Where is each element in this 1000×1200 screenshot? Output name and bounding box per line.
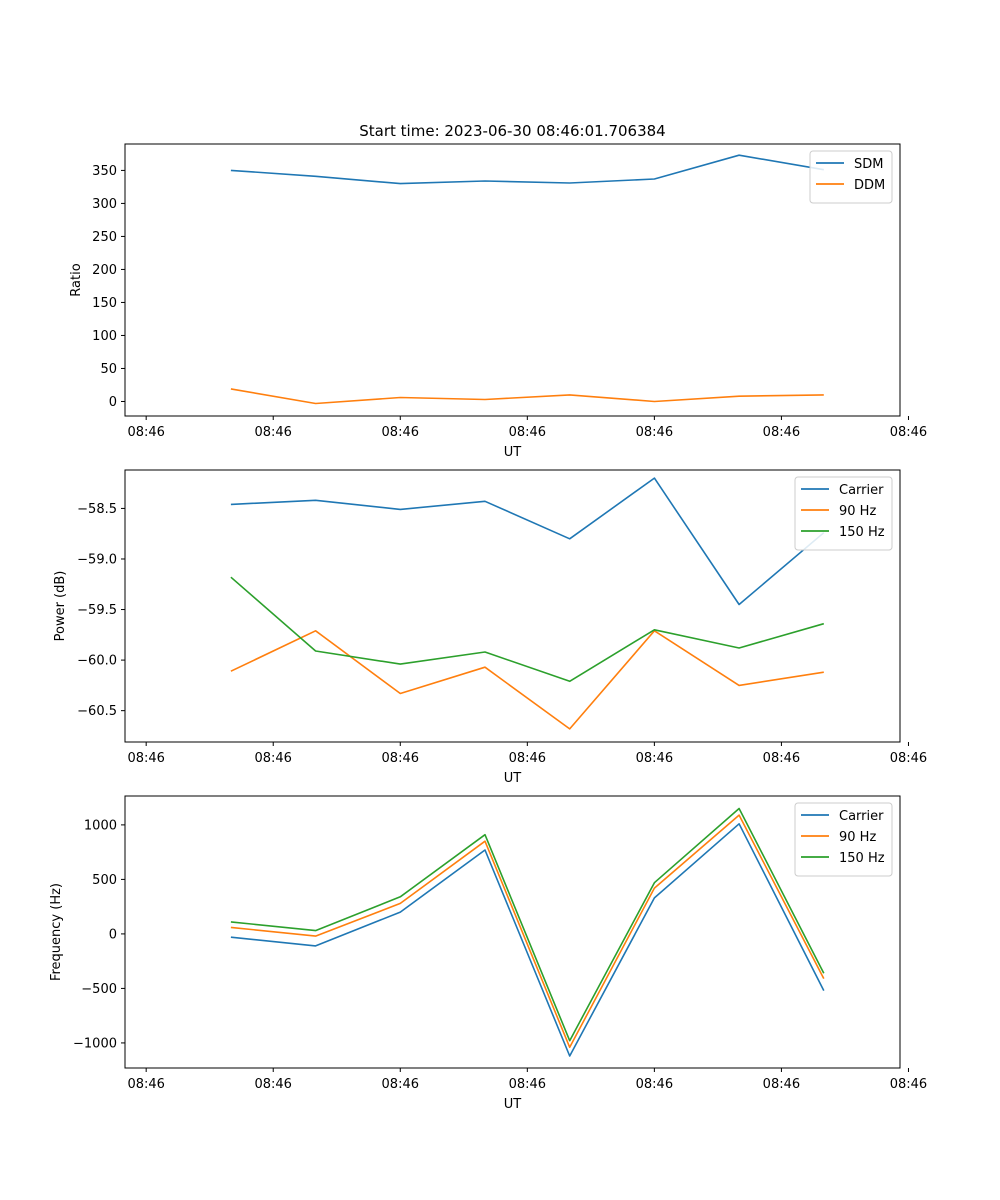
y-tick-label: 200 [92, 263, 117, 278]
y-tick-label: −58.5 [77, 502, 117, 517]
subplot-3: 08:46 08:46 08:46 08:46 08:46 08:46 08:46 1000 5… [49, 795, 927, 1112]
x-tick-label: 08:46 [382, 425, 419, 440]
y-tick-label: 0 [109, 395, 117, 410]
legend-label: Carrier [839, 809, 884, 824]
x-tick-label: 08:46 [636, 1077, 673, 1092]
x-tick-label: 08:46 [382, 751, 419, 766]
y-tick-label: −1000 [73, 1036, 117, 1051]
y-tick-label: −60.0 [77, 654, 117, 669]
y-axis-label: Frequency (Hz) [49, 883, 64, 981]
y-tick-label: 50 [100, 362, 117, 377]
chart-title: Start time: 2023-06-30 08:46:01.706384 [359, 122, 665, 140]
plot-frame [124, 795, 901, 1069]
legend-label: 150 Hz [839, 851, 885, 866]
plot-frame [124, 469, 901, 743]
x-axis-label: UT [504, 445, 522, 460]
x-tick-label: 08:46 [763, 1077, 800, 1092]
x-axis-label: UT [504, 1097, 522, 1112]
x-tick-label: 08:46 [127, 1077, 164, 1092]
legend [809, 150, 893, 204]
subplot-2: 08:46 08:46 08:46 08:46 08:46 08:46 08:46 −58.5… [53, 469, 927, 786]
series-line-ddm [230, 388, 824, 405]
x-tick-label: 08:46 [890, 751, 927, 766]
y-tick-label: 350 [92, 164, 117, 179]
legend-label: 90 Hz [839, 504, 876, 519]
y-tick-label: −500 [81, 982, 117, 997]
series-line-90-hz [230, 629, 824, 730]
y-tick-label: 300 [92, 197, 117, 212]
series-line-90-hz [230, 814, 825, 1049]
series-line-sdm [230, 154, 824, 185]
y-axis-label: Ratio [69, 263, 84, 296]
y-tick-label: 100 [92, 329, 117, 344]
x-tick-label: 08:46 [254, 1077, 291, 1092]
x-tick-label: 08:46 [890, 1077, 927, 1092]
y-tick-label: 150 [92, 296, 117, 311]
x-tick-label: 08:46 [254, 425, 291, 440]
subplot-1: 08:46 08:46 08:46 08:46 08:46 08:46 08:46 0 50 10… [69, 143, 927, 460]
x-tick-label: 08:46 [254, 751, 291, 766]
legend-label: Carrier [839, 483, 884, 498]
y-tick-label: 1000 [84, 818, 117, 833]
y-tick-label: 250 [92, 230, 117, 245]
y-tick-label: −60.5 [77, 704, 117, 719]
series-line-150-hz [230, 807, 825, 1042]
x-tick-label: 08:46 [382, 1077, 419, 1092]
legend-label: DDM [854, 178, 885, 193]
y-tick-label: 500 [92, 873, 117, 888]
x-tick-label: 08:46 [636, 425, 673, 440]
legend-label: 150 Hz [839, 525, 885, 540]
series-line-150-hz [230, 576, 825, 683]
x-tick-label: 08:46 [509, 425, 546, 440]
legend-label: 90 Hz [839, 830, 876, 845]
y-tick-label: −59.0 [77, 552, 117, 567]
x-tick-label: 08:46 [127, 425, 164, 440]
legend-label: SDM [854, 157, 883, 172]
x-tick-label: 08:46 [127, 751, 164, 766]
x-axis-label: UT [504, 771, 522, 786]
series-line-carrier [230, 822, 825, 1057]
series-line-carrier [230, 477, 825, 606]
y-tick-label: 0 [109, 927, 117, 942]
x-tick-label: 08:46 [636, 751, 673, 766]
y-tick-label: −59.5 [77, 603, 117, 618]
plot-frame [124, 143, 901, 417]
x-tick-label: 08:46 [763, 751, 800, 766]
x-tick-label: 08:46 [509, 751, 546, 766]
x-tick-label: 08:46 [890, 425, 927, 440]
y-axis-label: Power (dB) [53, 571, 68, 642]
x-tick-label: 08:46 [763, 425, 800, 440]
x-tick-label: 08:46 [509, 1077, 546, 1092]
